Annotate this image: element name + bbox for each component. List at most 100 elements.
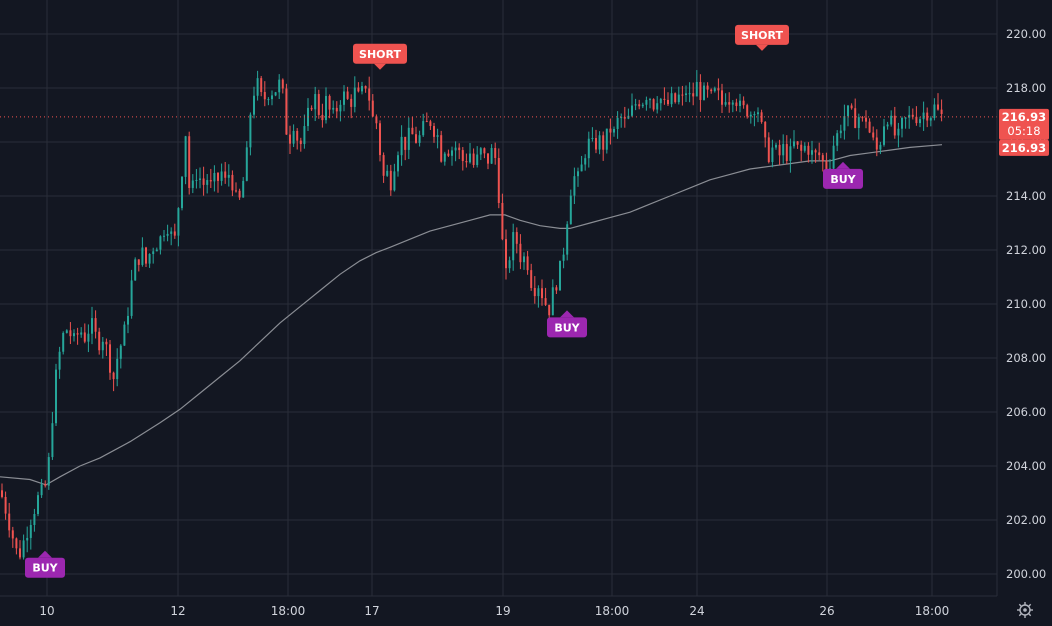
candle-body [649, 99, 651, 101]
gear-icon[interactable] [1017, 602, 1033, 618]
candle-body [782, 144, 785, 156]
short-signal[interactable]: SHORT [735, 24, 789, 51]
candle-body [523, 256, 525, 263]
candle-body [904, 117, 907, 119]
candle-body [238, 190, 241, 198]
candle-body [739, 100, 741, 106]
candle-body [757, 112, 759, 115]
candle-body [11, 530, 14, 539]
candle-body [386, 170, 389, 176]
buy-signal[interactable]: BUY [823, 161, 863, 189]
candle-body [555, 287, 558, 291]
candle-body [667, 99, 669, 105]
candle-body [494, 148, 497, 158]
candle-body [231, 174, 234, 191]
y-tick-label: 212.00 [1006, 243, 1046, 257]
candle-body [422, 121, 425, 136]
candle-body [818, 152, 821, 156]
candle-body [44, 484, 47, 486]
candle-body [415, 134, 417, 143]
candle-body [843, 116, 846, 131]
candle-body [476, 154, 479, 166]
candle-body [847, 105, 849, 117]
candle-body [483, 148, 486, 154]
candle-body [195, 179, 198, 181]
candle-body [839, 130, 842, 134]
y-axis[interactable]: 200.00 202.00 204.00 206.00 208.00 210.00 212.… [1006, 27, 1046, 581]
candle-body [458, 147, 461, 151]
buy-signal[interactable]: BUY [547, 310, 587, 338]
candle-body [382, 155, 385, 176]
candle-body [562, 254, 565, 261]
candle-body [407, 127, 410, 150]
candle-body [811, 150, 813, 155]
candle-body [659, 98, 662, 104]
candle-body [778, 144, 781, 156]
signal-pointer [374, 63, 386, 70]
candle-body [559, 260, 561, 291]
candle-body [418, 135, 421, 143]
candle-body [411, 127, 414, 135]
candle-body [346, 91, 349, 99]
candle-body [224, 171, 227, 178]
buy-signal[interactable]: BUY [25, 550, 65, 578]
candle-body [915, 116, 918, 124]
candle-body [634, 104, 637, 106]
candle-body [613, 128, 615, 133]
candle-body [310, 107, 313, 110]
y-tick-label: 218.00 [1006, 81, 1046, 95]
candle-body [40, 484, 43, 496]
candle-body [159, 236, 162, 250]
candle-body [87, 333, 90, 342]
x-axis[interactable]: 10 12 18:00 17 19 18:00 24 26 18:00 [39, 604, 949, 618]
countdown-label: 05:18 [1007, 124, 1040, 138]
y-tick-label: 214.00 [1006, 189, 1046, 203]
candle-body [4, 496, 7, 514]
candle-body [235, 190, 237, 192]
candle-body [519, 243, 522, 263]
short-signal[interactable]: SHORT [353, 43, 407, 70]
candle-body [789, 146, 792, 161]
candle-body [29, 525, 32, 538]
candle-body [865, 117, 867, 122]
candle-body [742, 100, 745, 106]
candle-body [721, 90, 723, 105]
candle-body [645, 99, 648, 105]
candle-body [220, 171, 223, 181]
candle-body [472, 153, 475, 166]
candle-body [65, 330, 68, 333]
candle-body [699, 81, 702, 100]
candle-body [436, 135, 439, 137]
candle-body [8, 513, 11, 531]
candle-body [379, 123, 381, 156]
candle-body [148, 254, 151, 264]
candle-body [919, 119, 921, 124]
candle-body [303, 126, 306, 145]
candle-body [886, 124, 889, 127]
x-tick-label: 18:00 [271, 604, 306, 618]
candle-body [292, 130, 295, 144]
candle-body [703, 85, 705, 100]
candle-body [868, 121, 871, 133]
candle-body [343, 91, 345, 105]
candle-body [299, 140, 302, 145]
candle-body [134, 259, 137, 281]
candle-body [213, 172, 216, 182]
candle-body [760, 112, 763, 122]
candle-body [749, 114, 752, 117]
candle-body [695, 81, 698, 97]
candle-body [587, 138, 590, 159]
candle-body [584, 158, 587, 165]
candle-body [177, 208, 180, 236]
candle-body [155, 249, 158, 252]
candle-body [47, 457, 50, 486]
y-tick-label: 210.00 [1006, 297, 1046, 311]
signal-pointer [756, 44, 768, 51]
candle-body [217, 172, 219, 181]
candle-body [821, 155, 824, 162]
candle-body [875, 137, 878, 150]
candle-body [508, 260, 511, 269]
candle-body [260, 78, 263, 93]
candle-body [767, 137, 770, 163]
